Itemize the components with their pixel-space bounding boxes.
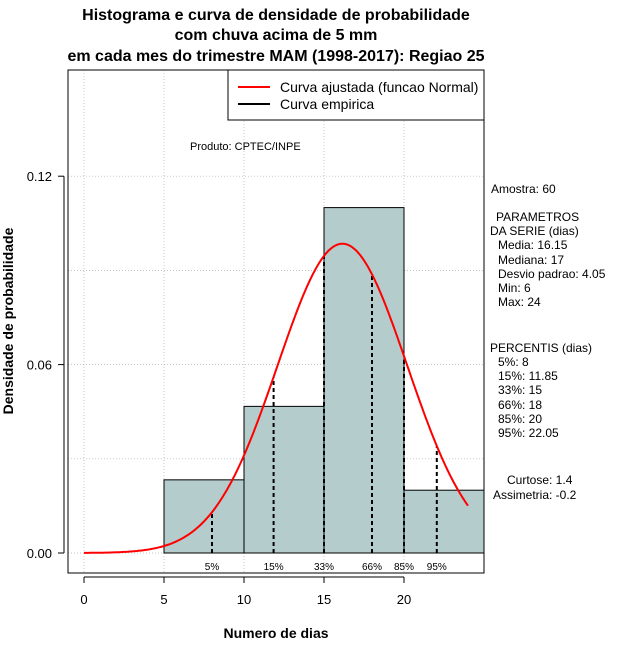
- x-tick-label: 5: [160, 592, 167, 607]
- product-label: Produto: CPTEC/INPE: [190, 141, 301, 153]
- percentile-label: 85%: [394, 562, 414, 573]
- params-title-2: DA SERIE (dias): [490, 224, 579, 238]
- param-median: Mediana: 17: [498, 253, 564, 267]
- normal-curve-layer: [84, 242, 469, 554]
- percentile-label: 66%: [362, 562, 382, 573]
- histogram-bars: [163, 207, 485, 554]
- sample-size: Amostra: 60: [491, 182, 556, 196]
- param-min: Min: 6: [498, 281, 531, 295]
- percentis-title: PERCENTIS (dias): [490, 341, 592, 355]
- statistics-panel: Amostra: 60 PARAMETROS DA SERIE (dias) M…: [490, 182, 606, 502]
- percentile-lines: 5% 15% 33% 66% 85% 95%: [205, 255, 447, 573]
- legend-empirical-label: Curva empirica: [280, 96, 374, 112]
- percentile-label: 33%: [314, 562, 334, 573]
- percentile-label: 95%: [427, 562, 447, 573]
- y-tick-label: 0.12: [27, 169, 52, 184]
- normal-curve: [84, 242, 469, 554]
- y-axis-title: Densidade de probabilidade: [0, 227, 16, 414]
- chart-title-line-3: em cada mes do trimestre MAM (1998-2017)…: [67, 48, 484, 65]
- percentile-label: 15%: [264, 562, 284, 573]
- legend-fitted-label: Curva ajustada (funcao Normal): [280, 79, 478, 95]
- param-mean: Media: 16.15: [498, 238, 568, 252]
- params-title-1: PARAMETROS: [496, 210, 579, 224]
- y-tick-label: 0.00: [27, 546, 52, 561]
- x-tick-label: 15: [317, 592, 331, 607]
- percentil-95: 95%: 22.05: [498, 426, 559, 440]
- percentil-33: 33%: 15: [498, 383, 542, 397]
- percentil-5: 5%: 8: [498, 355, 529, 369]
- percentil-85: 85%: 20: [498, 412, 542, 426]
- x-tick-label: 20: [397, 592, 411, 607]
- x-axis-title: Numero de dias: [223, 625, 328, 641]
- param-sd: Desvio padrao: 4.05: [498, 267, 606, 281]
- histogram-bar: [323, 207, 405, 554]
- y-tick-label: 0.06: [27, 358, 52, 373]
- chart-title-line-1: Histograma e curva de densidade de proba…: [82, 7, 470, 24]
- percentil-66: 66%: 18: [498, 398, 542, 412]
- histogram-bar: [403, 489, 485, 554]
- axes: 0 5 10 15 20 0.00 0.06 0.12: [27, 169, 412, 607]
- legend-box: [227, 69, 485, 121]
- chart-title-line-2: com chuva acima de 5 mm: [175, 27, 378, 44]
- percentil-15: 15%: 11.85: [498, 369, 558, 383]
- percentile-label: 5%: [205, 562, 220, 573]
- x-tick-label: 0: [80, 592, 87, 607]
- assimetria: Assimetria: -0.2: [493, 488, 577, 502]
- curtose: Curtose: 1.4: [507, 473, 573, 487]
- legend: Curva ajustada (funcao Normal) Curva emp…: [227, 69, 485, 121]
- x-tick-label: 10: [237, 592, 251, 607]
- param-max: Max: 24: [498, 295, 541, 309]
